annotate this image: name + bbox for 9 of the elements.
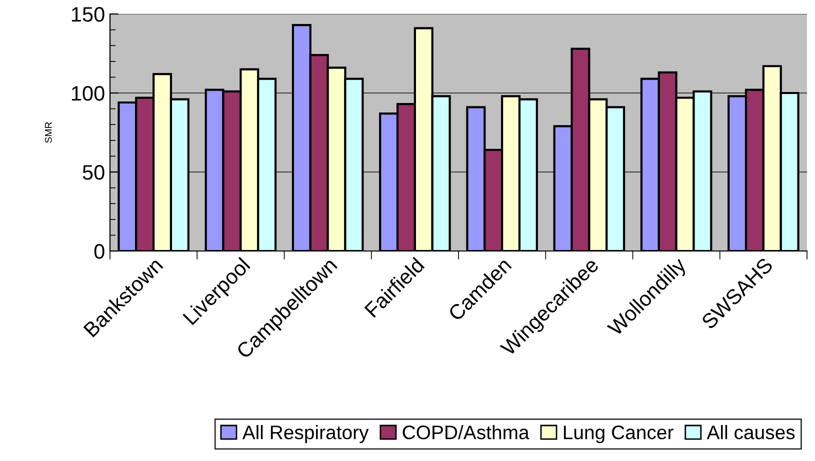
- y-tick-label: 150: [72, 7, 104, 22]
- legend-label: Lung Cancer: [564, 426, 674, 444]
- legend-label: All causes: [706, 425, 795, 440]
- y-tick-label: 0: [94, 244, 104, 259]
- y-tick-label: 100: [72, 86, 104, 101]
- legend-label: COPD/Asthma: [402, 425, 530, 440]
- y-axis-title: SMR: [44, 122, 52, 143]
- legend-label: All Respiratory: [242, 425, 369, 444]
- y-tick-label: 50: [82, 165, 104, 180]
